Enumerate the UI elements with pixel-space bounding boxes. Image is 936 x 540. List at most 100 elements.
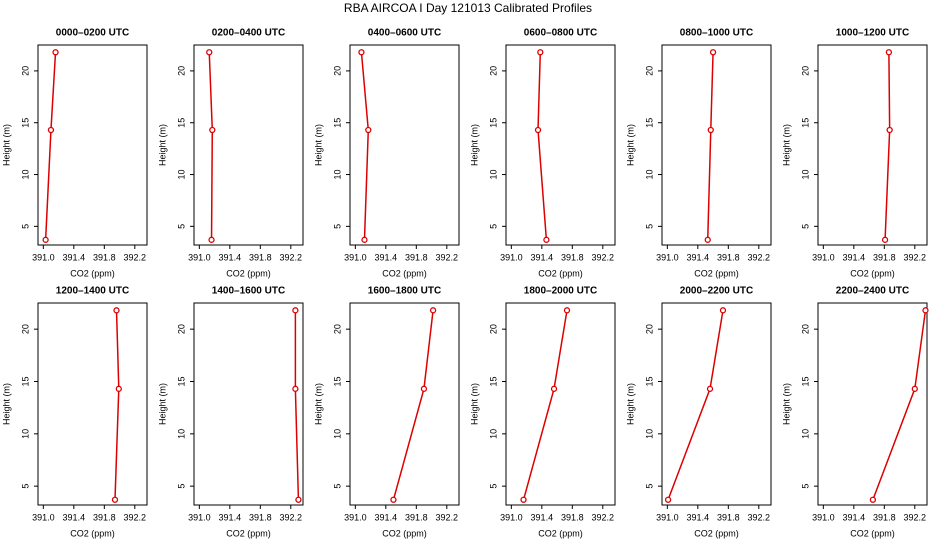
x-axis-label: CO2 (ppm) <box>226 268 271 278</box>
x-tick-label: 391.0 <box>32 252 55 262</box>
x-tick-label: 392.2 <box>904 252 927 262</box>
y-tick-label: 15 <box>332 118 342 128</box>
x-axis-label: CO2 (ppm) <box>850 528 895 538</box>
x-axis-label: CO2 (ppm) <box>538 528 583 538</box>
x-tick-label: 391.8 <box>405 252 428 262</box>
y-tick-label: 10 <box>332 429 342 439</box>
profile-line <box>44 52 57 240</box>
plot-frame <box>193 302 304 506</box>
profile-point <box>390 496 397 503</box>
y-tick-label: 10 <box>488 429 498 439</box>
page-title: RBA AIRCOA I Day 121013 Calibrated Profi… <box>344 1 592 15</box>
profile-point <box>115 385 122 392</box>
profile-point <box>420 385 428 392</box>
x-tick-label: 391.8 <box>561 512 584 522</box>
x-tick-label: 392.2 <box>748 252 771 262</box>
y-axis-label: Height (m) <box>625 124 635 166</box>
panel-title: 1600–1800 UTC <box>368 286 441 297</box>
plot-frame <box>661 44 772 246</box>
profile-point <box>47 126 55 134</box>
y-tick-label: 15 <box>644 118 654 128</box>
profile-point <box>706 385 714 392</box>
profile-point <box>707 126 714 134</box>
profile-point <box>520 496 527 503</box>
y-tick-label: 5 <box>20 484 30 489</box>
x-tick-label: 391.4 <box>843 252 866 262</box>
y-tick-label: 20 <box>800 66 810 76</box>
profile-line <box>884 52 891 240</box>
x-axis-label: CO2 (ppm) <box>70 528 115 538</box>
x-tick-label: 391.4 <box>375 252 398 262</box>
y-tick-label: 20 <box>488 324 498 334</box>
panel-title: 1000–1200 UTC <box>836 28 909 39</box>
plot-frame <box>505 302 616 506</box>
y-tick-label: 10 <box>800 170 810 180</box>
profile-line <box>360 52 370 240</box>
profile-point <box>292 307 299 314</box>
profile-point <box>550 385 558 392</box>
y-axis-label: Height (m) <box>313 383 323 425</box>
y-tick-label: 10 <box>332 170 342 180</box>
profile-point <box>429 307 437 314</box>
panel-title: 0200–0400 UTC <box>212 28 285 39</box>
y-axis-label: Height (m) <box>625 383 635 425</box>
profile-point <box>881 236 889 243</box>
x-tick-label: 391.4 <box>531 512 554 522</box>
profile-line <box>522 310 568 500</box>
profile-point <box>664 496 672 503</box>
y-axis-label: Height (m) <box>469 383 479 425</box>
panel-title: 2000–2200 UTC <box>680 286 753 297</box>
y-axis-label: Height (m) <box>313 124 323 166</box>
y-tick-label: 5 <box>800 484 810 489</box>
plot-frame <box>37 44 148 246</box>
profile-point <box>361 236 368 243</box>
x-tick-label: 391.4 <box>63 252 86 262</box>
y-tick-label: 5 <box>176 224 186 229</box>
x-tick-label: 391.4 <box>843 512 866 522</box>
profile-point <box>208 236 215 243</box>
x-tick-label: 391.0 <box>32 512 55 522</box>
y-axis-label: Height (m) <box>1 383 11 425</box>
y-axis-label: Height (m) <box>469 124 479 166</box>
profile-point <box>869 496 877 503</box>
y-tick-label: 20 <box>176 324 186 334</box>
y-tick-label: 10 <box>176 429 186 439</box>
profile-point <box>111 496 119 503</box>
x-tick-label: 391.4 <box>219 252 242 262</box>
y-tick-label: 20 <box>332 66 342 76</box>
plot-frame <box>193 44 304 246</box>
x-tick-label: 391.0 <box>500 512 523 522</box>
x-tick-label: 391.8 <box>93 512 116 522</box>
x-tick-label: 391.0 <box>188 512 211 522</box>
y-tick-label: 5 <box>20 224 30 229</box>
y-tick-label: 15 <box>800 118 810 128</box>
profile-point <box>209 126 216 134</box>
x-axis-label: CO2 (ppm) <box>694 528 739 538</box>
y-tick-label: 5 <box>644 484 654 489</box>
x-tick-label: 392.2 <box>436 512 459 522</box>
x-tick-label: 392.2 <box>748 512 771 522</box>
profile-point <box>358 49 365 56</box>
profile-point <box>113 307 120 314</box>
y-tick-label: 10 <box>488 170 498 180</box>
y-tick-label: 15 <box>176 118 186 128</box>
y-axis-label: Height (m) <box>157 383 167 425</box>
profile-line <box>667 310 724 501</box>
profile-line <box>114 310 120 500</box>
plot-frame <box>661 302 772 506</box>
profile-line <box>706 52 714 240</box>
x-axis-label: CO2 (ppm) <box>538 268 583 278</box>
plot-frame <box>817 302 928 506</box>
x-tick-label: 391.4 <box>375 512 398 522</box>
panel-title: 0600–0800 UTC <box>524 28 597 39</box>
y-tick-label: 15 <box>20 118 30 128</box>
x-axis-label: CO2 (ppm) <box>382 268 427 278</box>
y-tick-label: 5 <box>332 224 342 229</box>
y-tick-label: 5 <box>332 484 342 489</box>
x-tick-label: 391.4 <box>687 252 710 262</box>
x-tick-label: 391.0 <box>812 512 835 522</box>
x-tick-label: 392.2 <box>904 512 927 522</box>
panel-title: 1200–1400 UTC <box>56 286 129 297</box>
profile-point <box>911 385 918 392</box>
